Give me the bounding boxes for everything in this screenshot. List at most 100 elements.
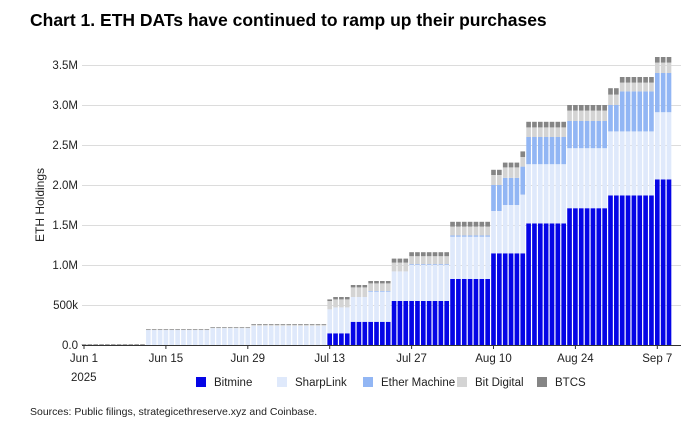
bar-segment-bit-digital bbox=[520, 157, 526, 167]
bar-segment-btcs bbox=[204, 329, 210, 330]
bar-segment-bit-digital bbox=[350, 287, 356, 297]
bar-segment-bit-digital bbox=[578, 110, 584, 121]
legend-label: Bitmine bbox=[214, 377, 252, 389]
x-tick-label: Aug 10 bbox=[475, 353, 511, 365]
bar-segment-sharplink bbox=[654, 112, 660, 180]
bar-segment-sharplink bbox=[362, 297, 368, 322]
bar-segment-bit-digital bbox=[128, 344, 134, 345]
bar-segment-bit-digital bbox=[151, 329, 157, 331]
x-year-label: 2025 bbox=[71, 372, 97, 384]
bar-segment-bitmine bbox=[578, 208, 584, 345]
bar-segment-btcs bbox=[526, 121, 531, 128]
bar-segment-bitmine bbox=[333, 333, 338, 345]
bar-segment-bit-digital bbox=[251, 325, 256, 326]
y-tick-label: 3.5M bbox=[52, 60, 78, 72]
bar-segment-bit-digital bbox=[321, 325, 327, 326]
bar-segment-bitmine bbox=[619, 195, 625, 345]
bar-segment-ether-machine bbox=[654, 73, 660, 113]
bar-segment-bit-digital bbox=[239, 327, 245, 329]
bar-segment-bit-digital bbox=[444, 256, 450, 265]
legend-item-ether-machine: Ether Machine bbox=[363, 377, 455, 389]
bar-segment-btcs bbox=[257, 324, 262, 325]
bar-segment-sharplink bbox=[420, 265, 426, 301]
bar-segment-sharplink bbox=[567, 148, 572, 209]
bar-segment-sharplink bbox=[450, 236, 455, 279]
bar-segment-btcs bbox=[391, 258, 397, 263]
bar-segment-bitmine bbox=[344, 333, 350, 345]
bar-segment-sharplink bbox=[280, 325, 286, 345]
bar-segment-ether-machine bbox=[561, 137, 567, 165]
bar-segment-bitmine bbox=[467, 279, 473, 345]
bar-segment-bitmine bbox=[409, 301, 414, 345]
bar-segment-sharplink bbox=[151, 329, 157, 345]
legend-item-btcs: BTCS bbox=[537, 377, 586, 389]
bar-segment-sharplink bbox=[374, 291, 379, 322]
bar-segment-sharplink bbox=[649, 131, 654, 196]
bar-segment-ether-machine bbox=[438, 264, 444, 265]
bar-segment-bit-digital bbox=[356, 287, 362, 297]
bar-segment-ether-machine bbox=[584, 121, 590, 149]
bar-segment-btcs bbox=[327, 299, 333, 301]
y-tick-label: 3.0M bbox=[52, 100, 78, 112]
bar-segment-btcs bbox=[537, 121, 543, 128]
bar-segment-bit-digital bbox=[116, 344, 122, 345]
y-tick-label: 1.0M bbox=[52, 260, 78, 272]
bar-segment-bit-digital bbox=[543, 127, 549, 137]
bar-segment-ether-machine bbox=[567, 121, 572, 149]
bar-segment-bit-digital bbox=[134, 344, 139, 345]
bar-segment-bit-digital bbox=[602, 110, 607, 121]
bar-segment-btcs bbox=[614, 88, 619, 95]
bar-segment-sharplink bbox=[339, 307, 344, 334]
bar-segment-sharplink bbox=[397, 271, 403, 301]
bar-segment-btcs bbox=[321, 324, 327, 325]
bar-segment-sharplink bbox=[403, 271, 409, 301]
bar-segment-bitmine bbox=[426, 301, 432, 345]
legend-label: BTCS bbox=[555, 377, 586, 389]
bar-segment-bitmine bbox=[491, 253, 496, 345]
bar-segment-sharplink bbox=[380, 291, 385, 322]
bar-segment-sharplink bbox=[321, 325, 327, 345]
bar-segment-bit-digital bbox=[303, 325, 309, 326]
bar-segment-btcs bbox=[426, 252, 432, 257]
bar-segment-btcs bbox=[409, 252, 414, 257]
bar-segment-btcs bbox=[309, 324, 315, 325]
bar-segment-ether-machine bbox=[485, 235, 490, 237]
bar-segment-bit-digital bbox=[169, 329, 175, 331]
bar-segment-bit-digital bbox=[403, 262, 409, 272]
bar-segment-bit-digital bbox=[502, 167, 508, 178]
bar-segment-btcs bbox=[350, 285, 356, 288]
bar-segment-sharplink bbox=[578, 148, 584, 209]
bar-segment-sharplink bbox=[426, 265, 432, 301]
bar-segment-sharplink bbox=[268, 325, 274, 345]
bar-segment-bit-digital bbox=[420, 256, 426, 265]
bar-segment-sharplink bbox=[309, 325, 315, 345]
bar-segment-sharplink bbox=[596, 148, 602, 209]
bar-segment-btcs bbox=[175, 329, 180, 330]
bar-segment-bitmine bbox=[660, 179, 666, 345]
bar-segment-btcs bbox=[654, 57, 660, 63]
x-tick-label: Aug 24 bbox=[557, 353, 594, 365]
bar-segment-sharplink bbox=[549, 164, 555, 224]
bar-segment-btcs bbox=[415, 252, 420, 257]
bar-segment-bit-digital bbox=[81, 344, 87, 345]
bar-segment-bit-digital bbox=[181, 329, 186, 331]
bar-segment-btcs bbox=[596, 105, 602, 111]
bar-segment-bit-digital bbox=[432, 256, 438, 265]
bar-segment-btcs bbox=[403, 258, 409, 263]
bar-segment-bit-digital bbox=[274, 325, 280, 326]
bar-segment-sharplink bbox=[637, 131, 643, 196]
bar-segment-ether-machine bbox=[520, 166, 526, 195]
bar-segment-btcs bbox=[344, 297, 350, 300]
bar-segment-bit-digital bbox=[643, 82, 648, 92]
bar-segment-bitmine bbox=[573, 208, 578, 345]
bar-segment-bitmine bbox=[450, 279, 455, 345]
bar-segment-sharplink bbox=[590, 148, 596, 209]
bar-segment-btcs bbox=[467, 221, 473, 227]
bar-segment-ether-machine bbox=[526, 137, 531, 165]
bar-segment-bit-digital bbox=[526, 127, 531, 137]
bar-segment-bit-digital bbox=[450, 226, 455, 236]
bar-segment-bitmine bbox=[520, 253, 526, 345]
bar-segment-ether-machine bbox=[543, 137, 549, 165]
bar-segment-bit-digital bbox=[409, 256, 414, 265]
